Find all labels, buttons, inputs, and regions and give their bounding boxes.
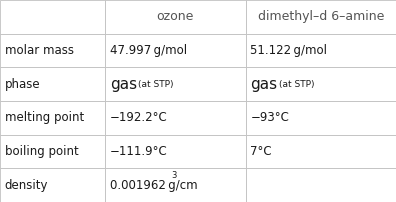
Text: (at STP): (at STP): [279, 80, 314, 89]
Text: gas: gas: [250, 77, 277, 92]
Bar: [246, 101, 396, 135]
Bar: [105, 34, 246, 67]
Bar: [105, 168, 246, 202]
Text: ozone: ozone: [156, 10, 194, 23]
Bar: [105, 0, 246, 34]
Text: phase: phase: [5, 78, 40, 91]
Text: dimethyl–d 6–amine: dimethyl–d 6–amine: [257, 10, 384, 23]
Text: melting point: melting point: [5, 111, 84, 124]
Text: (at STP): (at STP): [138, 80, 174, 89]
Text: boiling point: boiling point: [5, 145, 78, 158]
Text: density: density: [5, 179, 48, 192]
Bar: [246, 0, 396, 34]
Text: gas: gas: [110, 77, 137, 92]
Text: 47.997 g/mol: 47.997 g/mol: [110, 44, 187, 57]
Bar: [105, 101, 246, 135]
Text: −192.2°C: −192.2°C: [110, 111, 168, 124]
Bar: [246, 34, 396, 67]
Text: −93°C: −93°C: [250, 111, 289, 124]
Bar: [0, 0, 105, 34]
Text: 0.001962 g/cm: 0.001962 g/cm: [110, 179, 197, 192]
Text: molar mass: molar mass: [5, 44, 74, 57]
Bar: [246, 135, 396, 168]
Bar: [0, 101, 105, 135]
Bar: [105, 135, 246, 168]
Text: 3: 3: [171, 171, 177, 180]
Bar: [0, 34, 105, 67]
Text: 51.122 g/mol: 51.122 g/mol: [250, 44, 327, 57]
Bar: [0, 168, 105, 202]
Bar: [246, 168, 396, 202]
Bar: [105, 67, 246, 101]
Bar: [0, 67, 105, 101]
Bar: [246, 67, 396, 101]
Text: −111.9°C: −111.9°C: [110, 145, 168, 158]
Text: 7°C: 7°C: [250, 145, 272, 158]
Bar: [0, 135, 105, 168]
